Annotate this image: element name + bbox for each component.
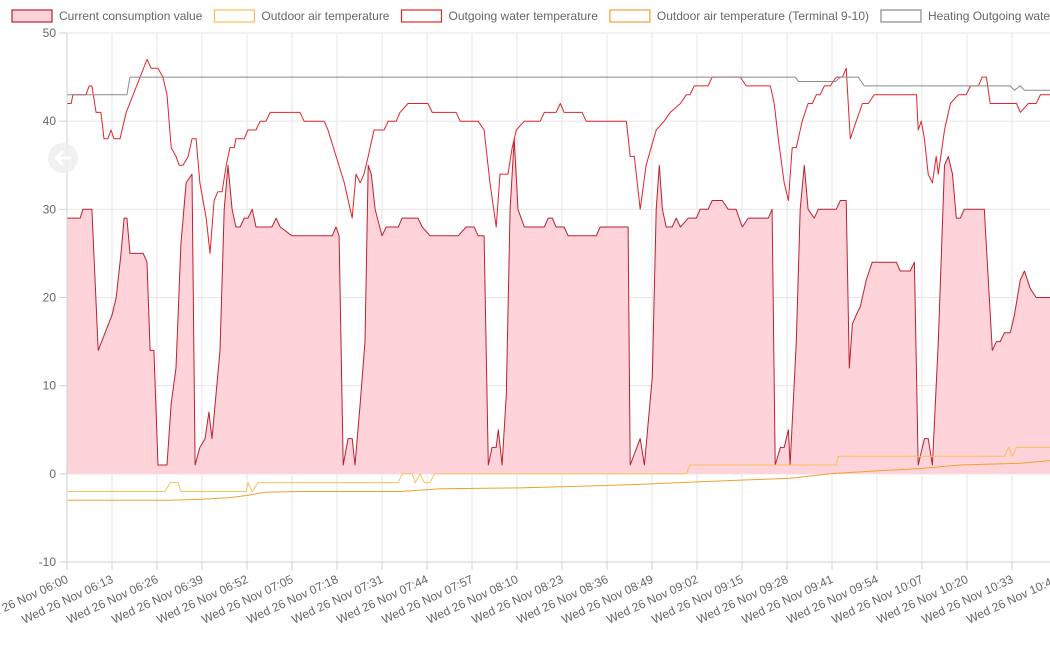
y-tick-label: -10	[39, 555, 57, 569]
legend-label: Outgoing water temperature	[448, 9, 598, 23]
y-tick-label: 0	[49, 467, 56, 481]
line	[67, 460, 1050, 501]
back-arrow	[54, 150, 72, 166]
legend-swatch	[609, 9, 651, 23]
y-tick-label: 20	[43, 291, 57, 305]
line	[67, 138, 1050, 466]
line	[67, 446, 1050, 492]
y-tick-label: 50	[43, 26, 57, 40]
legend-label: Outdoor air temperature	[261, 9, 389, 23]
line	[67, 59, 1050, 254]
legend-swatch	[880, 9, 922, 23]
y-tick-label: 40	[43, 114, 57, 128]
legend-label: Outdoor air temperature (Terminal 9-10)	[657, 9, 869, 23]
legend-item[interactable]: Outgoing water temperature	[400, 9, 598, 23]
legend-swatch	[213, 9, 256, 23]
line	[67, 76, 1050, 96]
back-button[interactable]	[48, 143, 78, 173]
lines	[67, 59, 1050, 501]
areas	[67, 138, 1050, 474]
legend-label: Current consumption value	[59, 9, 203, 23]
y-tick-label: 10	[43, 379, 57, 393]
legend-swatch	[400, 9, 443, 23]
legend-item[interactable]: Current consumption value	[11, 9, 203, 23]
legend: Current consumption value Outdoor air tem…	[11, 9, 1050, 23]
legend-item[interactable]: Heating Outgoing water s	[880, 9, 1050, 23]
legend-item[interactable]: Outdoor air temperature	[213, 9, 390, 23]
y-tick-label: 30	[43, 202, 57, 216]
area	[67, 138, 1050, 474]
legend-label: Heating Outgoing water s	[928, 9, 1050, 23]
legend-item[interactable]: Outdoor air temperature (Terminal 9-10)	[609, 9, 869, 23]
legend-swatch	[11, 9, 53, 23]
